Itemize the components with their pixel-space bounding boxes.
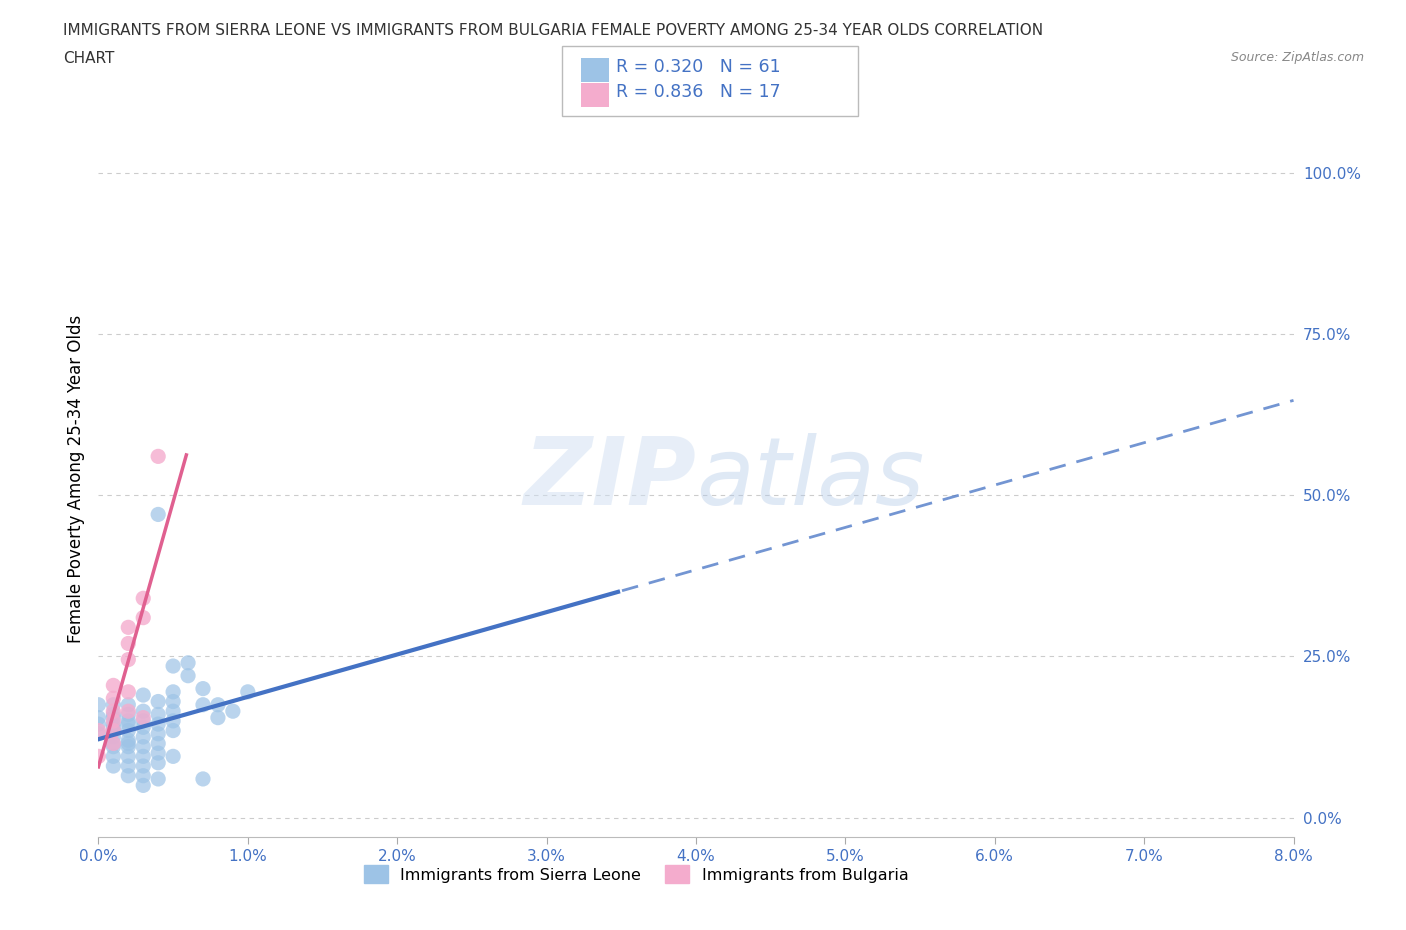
Point xyxy=(117,684,139,699)
Y-axis label: Female Poverty Among 25-34 Year Olds: Female Poverty Among 25-34 Year Olds xyxy=(66,315,84,643)
Point xyxy=(132,778,155,793)
Point xyxy=(117,704,139,719)
Point xyxy=(117,736,139,751)
Point xyxy=(103,704,125,719)
Point xyxy=(87,724,110,738)
Point xyxy=(148,772,170,787)
Text: atlas: atlas xyxy=(696,433,924,525)
Point xyxy=(148,755,170,770)
Text: ZIP: ZIP xyxy=(523,433,696,525)
Point xyxy=(87,749,110,764)
Point xyxy=(162,658,184,673)
Point xyxy=(177,656,200,671)
Point xyxy=(87,698,110,712)
Point xyxy=(117,717,139,732)
Point xyxy=(162,749,184,764)
Point xyxy=(132,768,155,783)
Point xyxy=(87,711,110,725)
Point xyxy=(162,704,184,719)
Point xyxy=(117,739,139,754)
Point xyxy=(103,720,125,735)
Point xyxy=(117,733,139,748)
Point xyxy=(117,713,139,728)
Point xyxy=(207,711,229,725)
Point xyxy=(132,739,155,754)
Point xyxy=(162,724,184,738)
Point xyxy=(162,684,184,699)
Point xyxy=(222,704,245,719)
Point xyxy=(103,691,125,706)
Point xyxy=(103,759,125,774)
Point xyxy=(103,749,125,764)
Point xyxy=(132,713,155,728)
Point xyxy=(117,620,139,635)
Point xyxy=(117,768,139,783)
Point xyxy=(87,717,110,732)
Point xyxy=(117,759,139,774)
Point xyxy=(103,698,125,712)
Text: R = 0.320   N = 61: R = 0.320 N = 61 xyxy=(616,58,780,75)
Text: CHART: CHART xyxy=(63,51,115,66)
Point xyxy=(148,726,170,741)
Point xyxy=(132,610,155,625)
Point xyxy=(236,684,259,699)
Point xyxy=(132,591,155,605)
Point xyxy=(103,678,125,693)
Point xyxy=(177,669,200,684)
Point xyxy=(132,759,155,774)
Text: R = 0.836   N = 17: R = 0.836 N = 17 xyxy=(616,83,780,100)
Point xyxy=(103,736,125,751)
Point xyxy=(103,711,125,725)
Point xyxy=(132,711,155,725)
Point xyxy=(117,652,139,667)
Point xyxy=(117,636,139,651)
Point xyxy=(148,707,170,722)
Point xyxy=(103,724,125,738)
Point xyxy=(132,720,155,735)
Point xyxy=(103,717,125,732)
Point xyxy=(207,698,229,712)
Point xyxy=(162,694,184,709)
Point xyxy=(191,698,214,712)
Text: IMMIGRANTS FROM SIERRA LEONE VS IMMIGRANTS FROM BULGARIA FEMALE POVERTY AMONG 25: IMMIGRANTS FROM SIERRA LEONE VS IMMIGRAN… xyxy=(63,23,1043,38)
Point xyxy=(103,713,125,728)
Point xyxy=(148,717,170,732)
Point xyxy=(162,713,184,728)
Point xyxy=(132,687,155,702)
Point xyxy=(148,507,170,522)
Point xyxy=(148,694,170,709)
Point xyxy=(87,726,110,741)
Point xyxy=(117,698,139,712)
Point xyxy=(103,729,125,744)
Point xyxy=(117,707,139,722)
Point xyxy=(148,736,170,751)
Point xyxy=(103,739,125,754)
Point xyxy=(103,707,125,722)
Point xyxy=(191,772,214,787)
Point xyxy=(132,749,155,764)
Point xyxy=(117,749,139,764)
Point xyxy=(148,746,170,761)
Point xyxy=(103,724,125,738)
Point xyxy=(132,704,155,719)
Point xyxy=(103,736,125,751)
Point xyxy=(148,449,170,464)
Point xyxy=(117,724,139,738)
Point xyxy=(191,681,214,696)
Point xyxy=(132,729,155,744)
Legend: Immigrants from Sierra Leone, Immigrants from Bulgaria: Immigrants from Sierra Leone, Immigrants… xyxy=(357,858,915,890)
Text: Source: ZipAtlas.com: Source: ZipAtlas.com xyxy=(1230,51,1364,64)
